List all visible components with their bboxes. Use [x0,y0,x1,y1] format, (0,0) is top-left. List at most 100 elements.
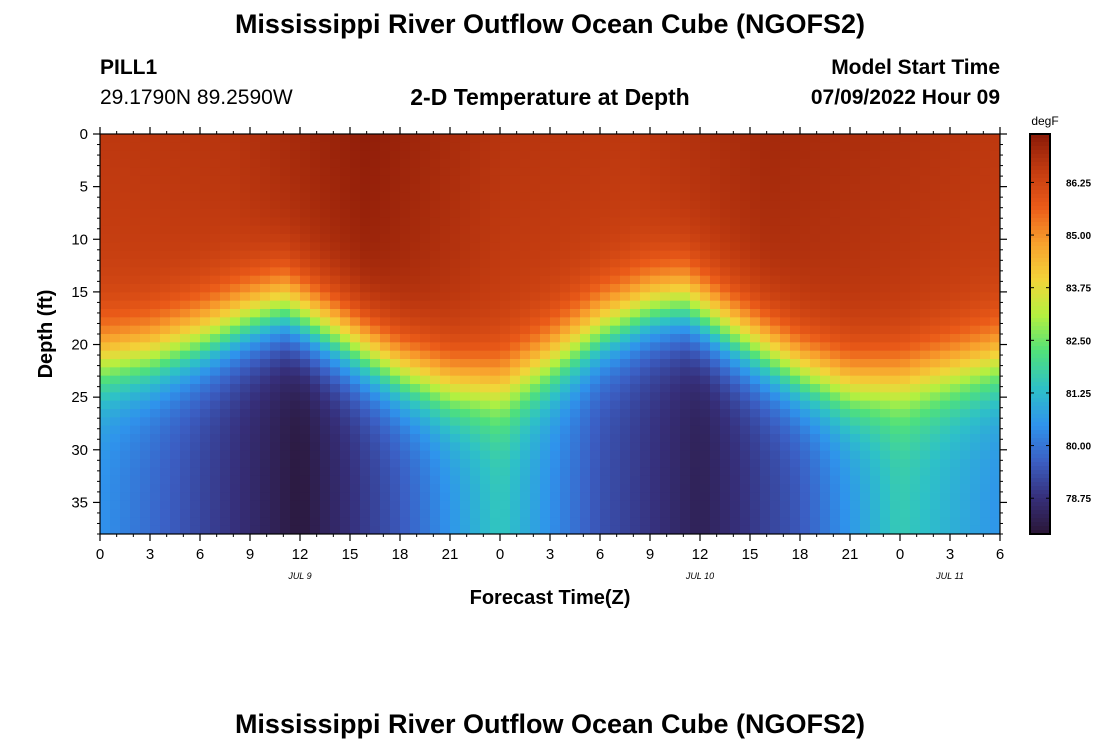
heatmap-cell [300,292,311,302]
heatmap-cell [250,342,261,352]
heatmap-cell [540,242,551,252]
x-tick-label: 6 [596,546,604,563]
heatmap-cell [860,259,871,268]
colorbar-segment [1030,366,1050,371]
heatmap-cell [390,325,401,335]
heatmap-cell [940,384,951,393]
heatmap-cell [650,450,661,460]
heatmap-cell [950,392,961,402]
heatmap-cell [130,375,141,385]
x-tick-label: 15 [342,546,359,563]
heatmap-cell [350,459,361,468]
heatmap-cell [190,409,201,418]
heatmap-cell [180,134,191,143]
heatmap-cell [420,475,431,485]
heatmap-cell [370,317,381,327]
heatmap-cell [640,250,651,260]
heatmap-cell [180,300,191,310]
heatmap-cell [840,300,851,310]
heatmap-cell [750,459,761,468]
heatmap-cell [270,409,281,418]
heatmap-cell [450,192,461,202]
heatmap-cell [890,392,901,402]
heatmap-cell [740,309,751,318]
heatmap-cell [550,425,561,435]
heatmap-cell [980,225,991,235]
heatmap-cell [830,517,841,527]
heatmap-cell [560,159,571,168]
heatmap-cell [670,392,681,402]
heatmap-cell [270,492,281,502]
heatmap-cell [180,442,191,452]
heatmap-cell [290,167,301,177]
heatmap-cell [780,200,791,210]
heatmap-cell [940,259,951,268]
heatmap-cell [270,334,281,343]
heatmap-cell [970,350,981,360]
heatmap-cell [400,409,411,418]
heatmap-cell [480,517,491,527]
heatmap-cell [300,375,311,385]
heatmap-cell [550,375,561,385]
heatmap-cell [760,417,771,427]
heatmap-cell [840,359,851,368]
heatmap-cell [850,209,861,218]
heatmap-cell [210,259,221,268]
heatmap-cell [180,350,191,360]
heatmap-cell [380,425,391,435]
heatmap-cell [910,392,921,402]
heatmap-cell [660,409,671,418]
heatmap-cell [280,409,291,418]
heatmap-cell [280,184,291,193]
heatmap-cell [710,409,721,418]
heatmap-cell [920,500,931,510]
heatmap-cell [770,192,781,202]
heatmap-cell [900,284,911,293]
heatmap-cell [670,500,681,510]
heatmap-cell [250,234,261,243]
heatmap-cell [730,309,741,318]
heatmap-cell [980,217,991,227]
heatmap-cell [930,259,941,268]
heatmap-cell [270,500,281,510]
heatmap-cell [720,200,731,210]
heatmap-cell [290,350,301,360]
heatmap-cell [940,209,951,218]
heatmap-cell [440,434,451,443]
heatmap-cell [660,284,671,293]
heatmap-cell [620,325,631,335]
heatmap-cell [250,159,261,168]
heatmap-cell [380,367,391,377]
heatmap-cell [690,375,701,385]
heatmap-cell [340,442,351,452]
heatmap-cell [940,217,951,227]
heatmap-cell [190,517,201,527]
heatmap-cell [350,275,361,285]
heatmap-cell [230,175,241,185]
heatmap-cell [450,184,461,193]
colorbar-segment [1030,182,1050,187]
heatmap-cell [540,275,551,285]
heatmap-cell [210,342,221,352]
heatmap-cell [260,367,271,377]
heatmap-cell [400,425,411,435]
heatmap-cell [110,442,121,452]
heatmap-cell [340,492,351,502]
heatmap-cell [160,284,171,293]
heatmap-cell [340,434,351,443]
heatmap-cell [740,292,751,302]
heatmap-cell [350,175,361,185]
heatmap-cell [940,525,951,534]
heatmap-cell [240,400,251,410]
heatmap-cell [670,467,681,477]
heatmap-cell [600,400,611,410]
heatmap-cell [840,450,851,460]
heatmap-cell [640,517,651,527]
heatmap-cell [560,192,571,202]
heatmap-cell [630,325,641,335]
heatmap-cell [890,275,901,285]
heatmap-cell [400,209,411,218]
heatmap-cell [300,134,311,143]
heatmap-cell [880,284,891,293]
heatmap-cell [170,492,181,502]
